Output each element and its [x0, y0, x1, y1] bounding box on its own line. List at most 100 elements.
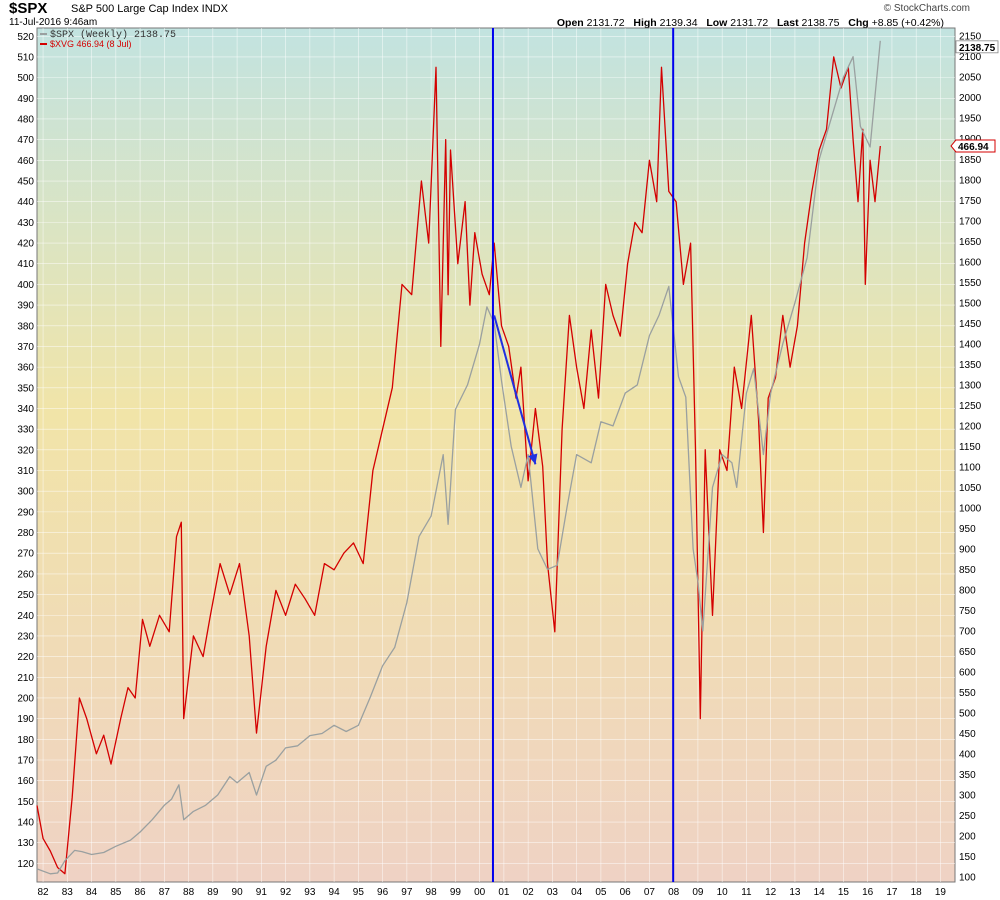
x-tick-label: 10 [717, 887, 729, 898]
xvg-last-tag-box [950, 139, 996, 153]
x-tick-label: 17 [886, 887, 898, 898]
x-tick-label: 83 [62, 887, 74, 898]
x-tick-label: 85 [110, 887, 122, 898]
left-tick-label: 520 [17, 32, 34, 43]
x-tick-label: 01 [498, 887, 510, 898]
brand-watermark: © StockCharts.com [883, 3, 970, 14]
right-tick-label: 950 [959, 524, 976, 535]
x-tick-label: 95 [353, 887, 365, 898]
right-tick-label: 1550 [959, 278, 982, 289]
x-tick-label: 99 [450, 887, 462, 898]
left-tick-label: 250 [17, 590, 34, 601]
left-tick-label: 320 [17, 445, 34, 456]
low-value: 2131.72 [730, 17, 769, 29]
right-tick-label: 550 [959, 688, 976, 699]
right-tick-label: 700 [959, 626, 976, 637]
right-tick-label: 100 [959, 873, 976, 884]
x-tick-label: 87 [159, 887, 171, 898]
x-tick-label: 96 [377, 887, 389, 898]
series-line-spx [36, 40, 881, 875]
left-tick-label: 260 [17, 569, 34, 580]
right-tick-label: 1100 [959, 462, 981, 473]
x-tick-label: 89 [207, 887, 219, 898]
x-tick-label: 84 [86, 887, 98, 898]
right-tick-label: 600 [959, 667, 976, 678]
x-tick-label: 90 [232, 887, 244, 898]
left-tick-label: 460 [17, 156, 34, 167]
x-tick-label: 11 [741, 887, 752, 898]
right-tick-label: 1600 [959, 257, 982, 268]
right-tick-label: 1750 [959, 196, 982, 207]
right-tick-label: 750 [959, 606, 976, 617]
right-tick-label: 2050 [959, 73, 982, 84]
left-tick-label: 350 [17, 383, 34, 394]
left-tick-label: 190 [17, 714, 34, 725]
left-tick-label: 130 [17, 838, 34, 849]
high-label: High [633, 17, 657, 29]
right-tick-label: 350 [959, 770, 976, 781]
right-tick-label: 1000 [959, 503, 982, 514]
left-tick-label: 470 [17, 135, 34, 146]
series-line-xvg [36, 56, 881, 875]
x-tick-label: 18 [911, 887, 923, 898]
right-tick-label: 900 [959, 544, 976, 555]
right-tick-label: 1300 [959, 380, 982, 391]
right-tick-label: 450 [959, 729, 976, 740]
left-tick-label: 410 [17, 259, 34, 270]
right-tick-label: 800 [959, 585, 976, 596]
left-tick-label: 280 [17, 528, 34, 539]
left-tick-label: 390 [17, 301, 34, 312]
last-value: 2138.75 [801, 17, 840, 29]
quote-date: 11-Jul-2016 9:46am [9, 17, 98, 28]
left-tick-label: 170 [17, 756, 34, 767]
high-value: 2139.34 [659, 17, 698, 29]
right-tick-label: 200 [959, 832, 976, 843]
x-tick-label: 00 [474, 887, 486, 898]
x-tick-label: 98 [426, 887, 438, 898]
left-tick-label: 120 [17, 859, 34, 870]
index-name: S&P 500 Large Cap Index INDX [71, 3, 228, 15]
left-tick-label: 510 [17, 52, 34, 63]
right-tick-label: 1800 [959, 175, 982, 186]
right-tick-label: 1650 [959, 237, 982, 248]
grid [37, 28, 955, 882]
right-tick-label: 250 [959, 811, 976, 822]
legend-label: $SPX (Weekly) 2138.75 [50, 29, 176, 41]
annotation-arrow-head [528, 453, 538, 465]
annotation-arrow-shaft [493, 315, 537, 465]
x-tick-label: 16 [862, 887, 874, 898]
x-tick-label: 05 [595, 887, 607, 898]
ticker-symbol: $SPX [9, 0, 48, 17]
spx-last-tag-box [955, 40, 999, 54]
right-tick-label: 1400 [959, 339, 982, 350]
right-tick-label: 1950 [959, 114, 982, 125]
x-tick-label: 09 [692, 887, 704, 898]
legend-label: $XVG 466.94 (8 Jul) [50, 39, 132, 49]
x-tick-label: 02 [523, 887, 535, 898]
spx-last-tag: 2138.75 [959, 43, 996, 54]
x-tick-label: 07 [644, 887, 656, 898]
left-tick-label: 240 [17, 611, 34, 622]
left-tick-label: 450 [17, 177, 34, 188]
x-tick-label: 88 [183, 887, 195, 898]
right-tick-label: 1050 [959, 483, 982, 494]
plot-background [36, 27, 956, 883]
left-tick-label: 330 [17, 425, 34, 436]
right-tick-label: 1350 [959, 360, 982, 371]
left-tick-label: 140 [17, 818, 34, 829]
right-tick-label: 1250 [959, 401, 982, 412]
left-tick-label: 180 [17, 735, 34, 746]
x-tick-label: 04 [571, 887, 583, 898]
x-tick-label: 92 [280, 887, 292, 898]
x-tick-label: 91 [256, 887, 268, 898]
left-tick-label: 290 [17, 507, 34, 518]
x-tick-label: 94 [329, 887, 341, 898]
open-value: 2131.72 [586, 17, 625, 29]
right-tick-label: 400 [959, 750, 976, 761]
x-tick-label: 12 [765, 887, 777, 898]
right-tick-label: 1450 [959, 319, 982, 330]
left-tick-label: 310 [17, 466, 34, 477]
x-tick-label: 03 [547, 887, 559, 898]
left-tick-label: 370 [17, 342, 34, 353]
x-tick-label: 13 [789, 887, 801, 898]
